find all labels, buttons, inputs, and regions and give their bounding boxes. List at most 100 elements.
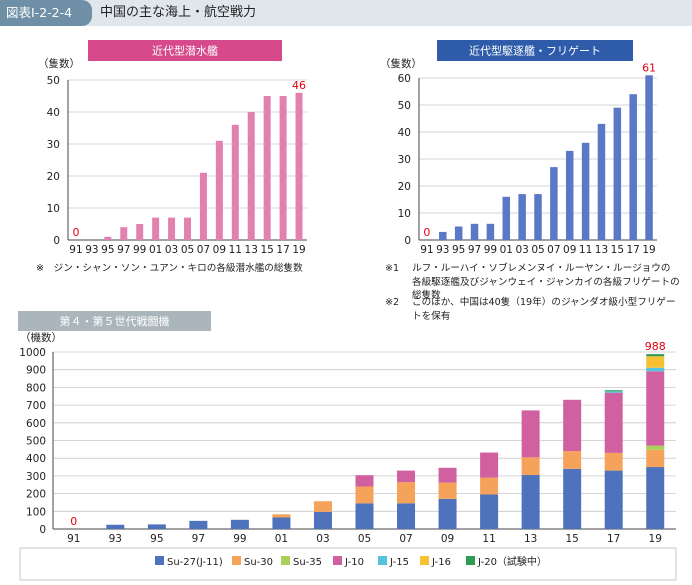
legend-label: Su-27(J-11) xyxy=(167,557,223,568)
legend-swatch xyxy=(232,556,241,565)
submarine-note: ※ ジン・シャン・ソン・ユアン・キロの各級潜水艦の総隻数 xyxy=(36,263,303,274)
fighters-bar-segment xyxy=(480,477,499,495)
destroyer-bar xyxy=(470,223,479,240)
fighters-bar-segment xyxy=(355,475,374,487)
figure-title: 中国の主な海上・航空戦力 xyxy=(100,5,257,20)
fighters-bar-segment xyxy=(604,391,623,393)
fighters-bar-segment xyxy=(480,452,499,478)
submarine-x-tick-label: 99 xyxy=(133,244,146,256)
destroyer-note-2-text: このほか、中国は40隻（19年）のジャンダオ級小型フリゲートを保有 xyxy=(412,297,676,322)
destroyer-y-tick-label: 30 xyxy=(398,154,411,166)
fighters-x-tick-label: 93 xyxy=(109,533,122,545)
fighters-y-tick-label: 1000 xyxy=(19,347,46,359)
destroyer-y-tick-label: 10 xyxy=(398,208,411,220)
fighters-bar-segment xyxy=(646,467,665,529)
fighters-y-axis-label: （機数） xyxy=(20,331,62,344)
fighters-bar-segment xyxy=(646,449,665,468)
destroyer-y-tick-label: 20 xyxy=(398,181,411,193)
legend-label: J-15 xyxy=(389,557,409,568)
fighters-bar-segment xyxy=(563,468,582,529)
legend-swatch xyxy=(378,556,387,565)
legend-label: J-20（試験中） xyxy=(477,555,547,568)
figure-number-tag: 図表Ⅰ-2-2-4 xyxy=(0,0,92,26)
fighters-bar-segment xyxy=(272,514,291,518)
destroyer-bar xyxy=(565,150,574,240)
fighters-x-tick-label: 91 xyxy=(67,533,80,545)
fighters-bar-segment xyxy=(355,486,374,504)
fighters-bar-segment xyxy=(646,356,665,368)
fighters-y-tick-label: 800 xyxy=(26,382,46,394)
destroyer-bar xyxy=(502,196,511,240)
submarine-x-tick-label: 03 xyxy=(165,244,178,256)
submarine-bar xyxy=(247,112,255,240)
fighters-x-tick-label: 97 xyxy=(192,533,205,545)
submarine-y-tick-label: 10 xyxy=(47,203,60,215)
submarine-bar xyxy=(295,92,303,240)
fighters-bar-segment xyxy=(604,470,623,529)
destroyer-data-label: 61 xyxy=(642,61,656,74)
submarine-data-label: 0 xyxy=(72,226,79,239)
fighters-bar-segment xyxy=(646,367,665,372)
submarine-bar xyxy=(104,236,112,240)
fighters-bar-segment xyxy=(563,451,582,469)
fighters-bar-segment xyxy=(646,445,665,450)
fighters-bar-segment xyxy=(521,410,540,458)
destroyer-x-tick-label: 17 xyxy=(627,244,640,256)
destroyer-bar xyxy=(439,231,447,240)
submarine-x-tick-label: 09 xyxy=(213,244,226,256)
destroyer-bar xyxy=(645,75,653,240)
fighters-bar-segment xyxy=(397,482,416,504)
fighters-bar-segment xyxy=(313,501,332,512)
destroyer-note-2: ※2 このほか、中国は40隻（19年）のジャンダオ級小型フリゲートを保有 xyxy=(385,296,685,323)
fighters-title-box xyxy=(18,311,211,331)
destroyer-y-axis-label: （隻数） xyxy=(380,57,422,70)
submarine-y-tick-label: 20 xyxy=(47,171,60,183)
submarine-data-label: 46 xyxy=(292,79,306,92)
fighters-x-tick-label: 05 xyxy=(358,533,371,545)
destroyer-note-1-mark: ※1 xyxy=(385,263,400,274)
fighters-x-tick-label: 09 xyxy=(441,533,454,545)
fighters-x-tick-label: 15 xyxy=(565,533,578,545)
fighters-x-tick-label: 07 xyxy=(399,533,412,545)
submarine-y-tick-label: 30 xyxy=(47,139,60,151)
destroyer-x-tick-label: 11 xyxy=(579,244,592,256)
fighters-bar-segment xyxy=(438,498,457,529)
legend-label: Su-35 xyxy=(293,557,322,568)
submarine-bar xyxy=(215,140,223,240)
submarine-x-tick-label: 11 xyxy=(229,244,242,256)
submarine-x-tick-label: 07 xyxy=(197,244,210,256)
fighters-bar-segment xyxy=(646,354,665,357)
destroyer-bar xyxy=(597,123,606,240)
fighters-bar-segment xyxy=(397,503,416,529)
fighters-data-label: 988 xyxy=(645,340,666,353)
legend-label: J-16 xyxy=(431,557,451,568)
destroyer-x-tick-label: 95 xyxy=(452,244,465,256)
destroyer-x-tick-label: 03 xyxy=(515,244,528,256)
destroyer-title: 近代型駆逐艦・フリゲート xyxy=(469,44,601,58)
destroyer-bar xyxy=(629,94,637,240)
fighters-x-tick-label: 19 xyxy=(649,533,662,545)
fighters-y-tick-label: 400 xyxy=(26,453,46,465)
legend-swatch xyxy=(281,556,290,565)
submarine-x-tick-label: 15 xyxy=(260,244,273,256)
submarine-bar xyxy=(231,124,239,240)
submarine-bar xyxy=(199,172,207,240)
fighters-data-label: 0 xyxy=(70,515,77,528)
destroyer-x-tick-label: 99 xyxy=(484,244,497,256)
submarine-x-tick-label: 13 xyxy=(245,244,258,256)
fighters-bar-segment xyxy=(563,399,582,452)
fighters-x-tick-label: 99 xyxy=(233,533,246,545)
submarine-bar xyxy=(279,96,287,240)
fighters-y-tick-label: 300 xyxy=(26,471,46,483)
submarine-y-tick-label: 50 xyxy=(47,75,60,87)
destroyer-title-box xyxy=(437,40,633,61)
fighters-y-tick-label: 500 xyxy=(26,436,46,448)
legend-swatch xyxy=(333,556,342,565)
destroyer-x-tick-label: 97 xyxy=(468,244,481,256)
submarine-title-box xyxy=(88,40,282,61)
fighters-bar-segment xyxy=(230,519,249,529)
legend-box xyxy=(19,547,677,581)
fighters-x-tick-label: 11 xyxy=(482,533,495,545)
destroyer-x-tick-label: 15 xyxy=(611,244,624,256)
